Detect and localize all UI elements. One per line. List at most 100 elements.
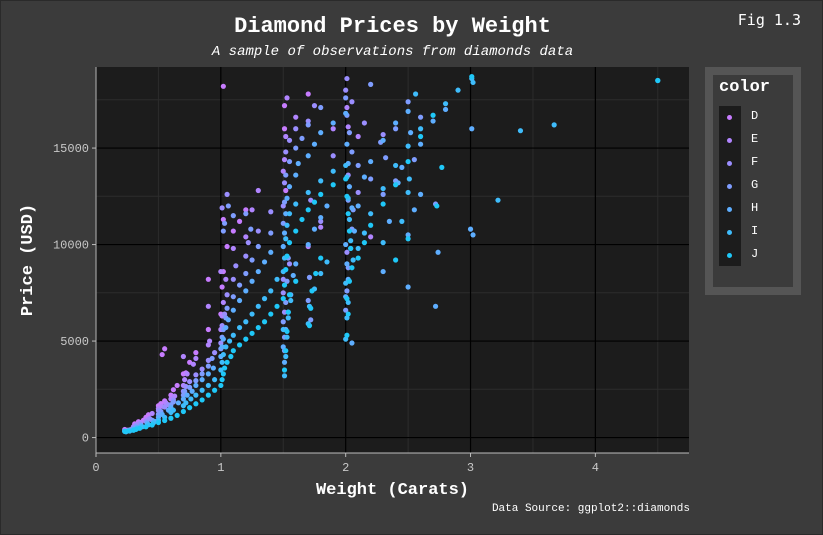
legend-key-dot <box>727 161 732 166</box>
data-point-J <box>212 387 218 393</box>
data-point-G <box>182 388 188 394</box>
plot-panel <box>96 67 689 453</box>
data-point-F <box>224 292 230 298</box>
data-point-H <box>284 195 290 201</box>
x-tick-label: 4 <box>592 461 599 475</box>
legend-label: D <box>751 109 759 123</box>
data-point-H <box>243 288 249 294</box>
data-point-H <box>380 268 386 275</box>
data-point-G <box>230 213 236 219</box>
data-point-E <box>293 114 299 120</box>
data-point-F <box>243 253 249 259</box>
data-point-F <box>233 263 239 269</box>
data-point-F <box>162 404 168 410</box>
data-point-I <box>405 143 411 149</box>
data-point-J <box>434 203 440 209</box>
data-point-I <box>455 87 461 93</box>
data-point-H <box>283 211 289 217</box>
data-point-J <box>199 397 205 403</box>
data-point-H <box>351 228 358 234</box>
y-tick-label: 0 <box>82 432 89 446</box>
data-point-H <box>210 365 216 371</box>
data-point-J <box>330 182 336 188</box>
data-point-I <box>281 373 288 379</box>
data-point-J <box>180 408 186 415</box>
chart-subtitle: A sample of observations from diamonds d… <box>211 44 574 60</box>
data-point-G <box>283 299 289 306</box>
data-point-E <box>182 377 188 383</box>
data-point-I <box>348 238 354 244</box>
data-point-J <box>281 282 288 288</box>
legend-key-dot <box>727 138 732 143</box>
data-point-I <box>249 311 255 317</box>
data-point-H <box>189 388 195 394</box>
data-point-I <box>305 189 311 196</box>
data-point-I <box>285 315 291 321</box>
data-point-I <box>255 303 261 309</box>
data-point-F <box>187 378 193 385</box>
data-point-F <box>355 189 361 196</box>
data-point-I <box>261 296 268 302</box>
data-point-G <box>193 378 199 384</box>
data-point-H <box>430 118 436 124</box>
data-point-G <box>199 371 205 377</box>
data-point-I <box>343 162 349 169</box>
data-point-G <box>170 399 177 405</box>
data-point-F <box>305 118 311 124</box>
data-point-E <box>184 371 190 377</box>
data-point-I <box>470 79 476 86</box>
data-point-J <box>393 182 399 188</box>
data-point-F <box>330 153 336 159</box>
data-point-J <box>344 296 350 302</box>
data-point-H <box>349 205 355 211</box>
data-point-J <box>380 201 386 207</box>
legend-key-dot <box>727 115 732 120</box>
data-point-J <box>299 216 305 223</box>
data-point-F <box>286 137 293 143</box>
data-point-E <box>249 207 255 213</box>
legend-label: F <box>751 155 759 169</box>
legend-key-dot <box>727 230 732 235</box>
data-point-J <box>368 222 374 228</box>
data-point-H <box>411 207 417 213</box>
data-point-I <box>193 392 199 398</box>
data-point-I <box>324 259 330 265</box>
data-point-J <box>155 419 162 426</box>
data-point-E <box>280 168 286 174</box>
data-point-I <box>205 382 211 389</box>
data-point-J <box>393 257 399 263</box>
data-point-G <box>417 114 424 120</box>
data-point-J <box>361 240 368 246</box>
data-point-J <box>261 319 268 325</box>
data-point-G <box>355 162 361 169</box>
x-tick-label: 1 <box>217 461 224 475</box>
data-point-F <box>219 205 225 211</box>
x-tick-label: 2 <box>342 461 349 475</box>
data-point-D <box>159 351 165 358</box>
data-point-H <box>405 108 411 114</box>
data-point-I <box>284 222 290 228</box>
data-point-I <box>495 197 501 203</box>
legend-label: H <box>751 201 759 215</box>
data-point-G <box>224 305 230 311</box>
data-point-F <box>344 75 350 82</box>
legend-item-G: G <box>719 175 789 198</box>
data-point-F <box>212 350 218 356</box>
data-point-H <box>432 303 439 309</box>
data-point-J <box>430 112 436 118</box>
data-point-H <box>205 371 211 377</box>
data-point-H <box>349 340 355 346</box>
data-point-D <box>219 284 225 290</box>
data-point-I <box>230 332 236 338</box>
data-point-J <box>193 401 199 407</box>
data-point-D <box>224 243 230 250</box>
data-point-G <box>349 149 355 155</box>
data-point-J <box>655 77 661 84</box>
data-point-G <box>243 270 249 277</box>
data-point-I <box>223 344 229 350</box>
data-point-F <box>193 372 199 378</box>
data-point-J <box>283 267 289 273</box>
data-point-H <box>286 184 293 190</box>
data-point-J <box>228 353 234 360</box>
data-point-I <box>551 122 557 128</box>
